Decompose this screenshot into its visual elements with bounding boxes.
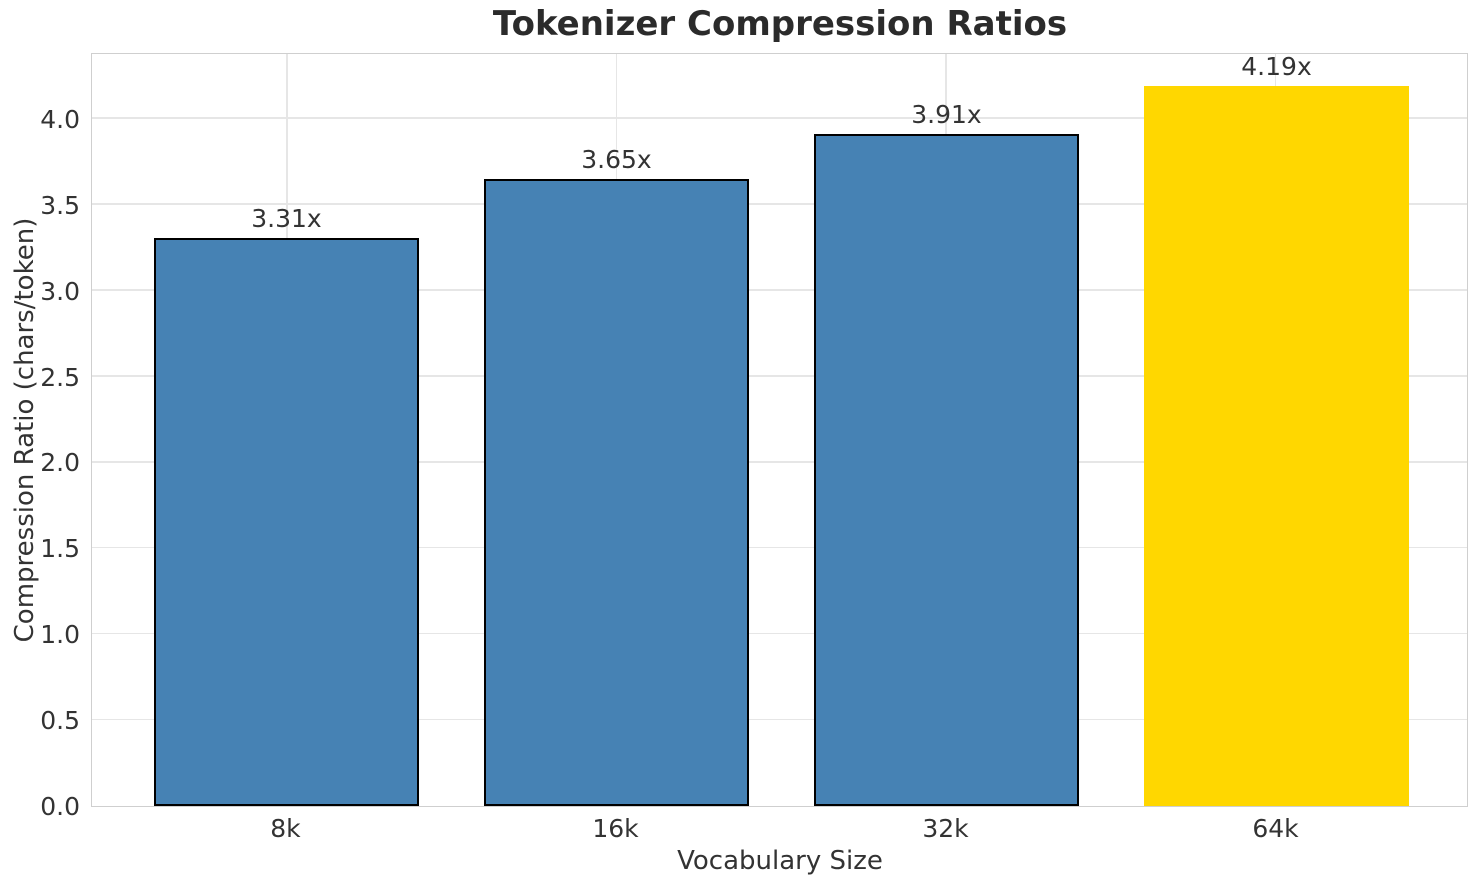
h-gridline [92,718,1467,721]
bar-value-label: 3.31x [251,203,322,233]
bar-value-label: 3.91x [911,100,982,130]
bar-16k [483,179,749,806]
chart-title: Tokenizer Compression Ratios [492,4,1068,44]
bar-32k [814,134,1079,806]
x-tick-label: 8k [270,814,301,843]
y-tick-label: 0.0 [40,792,80,821]
y-tick-label: 0.5 [40,706,80,736]
y-tick-label: 3.0 [40,276,80,306]
bar-value-label: 4.19x [1241,52,1312,82]
y-tick-label: 1.5 [40,534,80,564]
bar-64k [1144,86,1410,806]
x-tick-label: 16k [592,814,639,843]
bar-value-label: 3.65x [581,145,652,175]
plot-inner: 3.31x 3.65x 3.91x 4.19x [92,52,1467,806]
y-tick-label: 2.0 [40,448,80,478]
x-tick-label: 64k [1252,814,1299,843]
h-gridline [92,461,1467,463]
y-tick-label: 1.0 [40,620,80,650]
y-tick-label: 2.5 [40,362,80,392]
y-tick-label: 4.0 [40,104,80,134]
h-gridline [92,117,1467,119]
h-gridline [92,546,1467,549]
x-tick-label: 32k [922,814,969,843]
bar-8k [153,237,419,806]
plot-area: 3.31x 3.65x 3.91x 4.19x [91,52,1468,807]
h-gridline [92,289,1467,291]
x-axis-label: Vocabulary Size [677,846,883,876]
h-gridline [92,203,1467,205]
h-gridline [92,632,1467,635]
y-tick-label: 3.5 [40,190,80,220]
h-gridline [92,375,1467,377]
